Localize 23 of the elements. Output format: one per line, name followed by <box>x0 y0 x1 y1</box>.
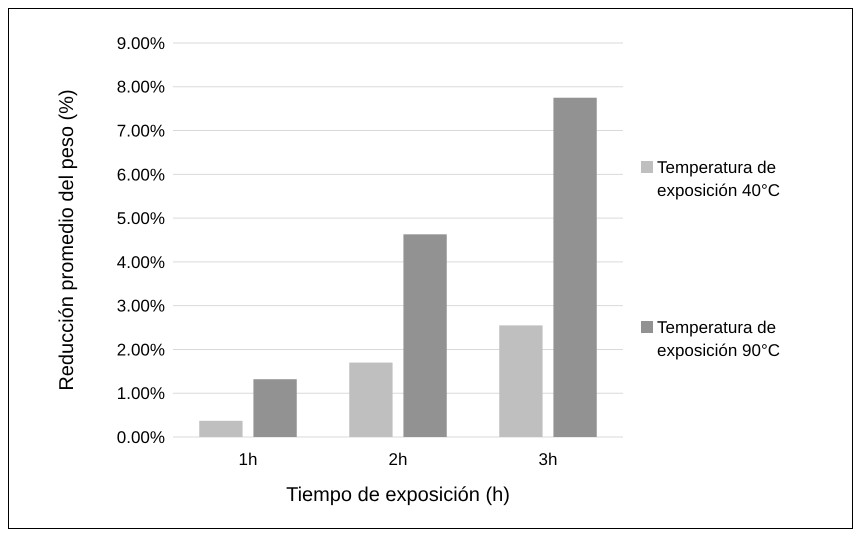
y-tick-label: 9.00% <box>116 34 165 53</box>
y-tick-label: 7.00% <box>116 122 165 141</box>
y-tick-label: 6.00% <box>116 165 165 184</box>
bar <box>349 362 393 437</box>
bar <box>403 234 447 437</box>
y-tick-label: 3.00% <box>116 296 165 316</box>
y-tick-label: 0.00% <box>116 428 165 447</box>
y-tick-label: 4.00% <box>116 252 165 272</box>
y-tick-label: 5.00% <box>116 209 165 228</box>
bar <box>199 420 243 437</box>
y-axis-title: Reducción promedio del peso (%) <box>56 89 78 391</box>
legend-label: Temperatura de exposición 90°C <box>657 318 780 360</box>
x-tick-label: 2h <box>388 450 408 469</box>
y-tick-label: 8.00% <box>116 78 165 97</box>
bar <box>253 379 297 437</box>
y-tick-label: 1.00% <box>116 384 165 404</box>
bar <box>553 98 597 437</box>
y-tick-label: 2.00% <box>116 340 165 360</box>
x-axis-title: Tiempo de exposición (h) <box>286 484 510 506</box>
x-tick-label: 3h <box>538 450 558 469</box>
bar <box>499 325 543 437</box>
x-tick-label: 1h <box>238 450 258 469</box>
legend-label: Temperatura de exposición 40°C <box>657 158 780 200</box>
